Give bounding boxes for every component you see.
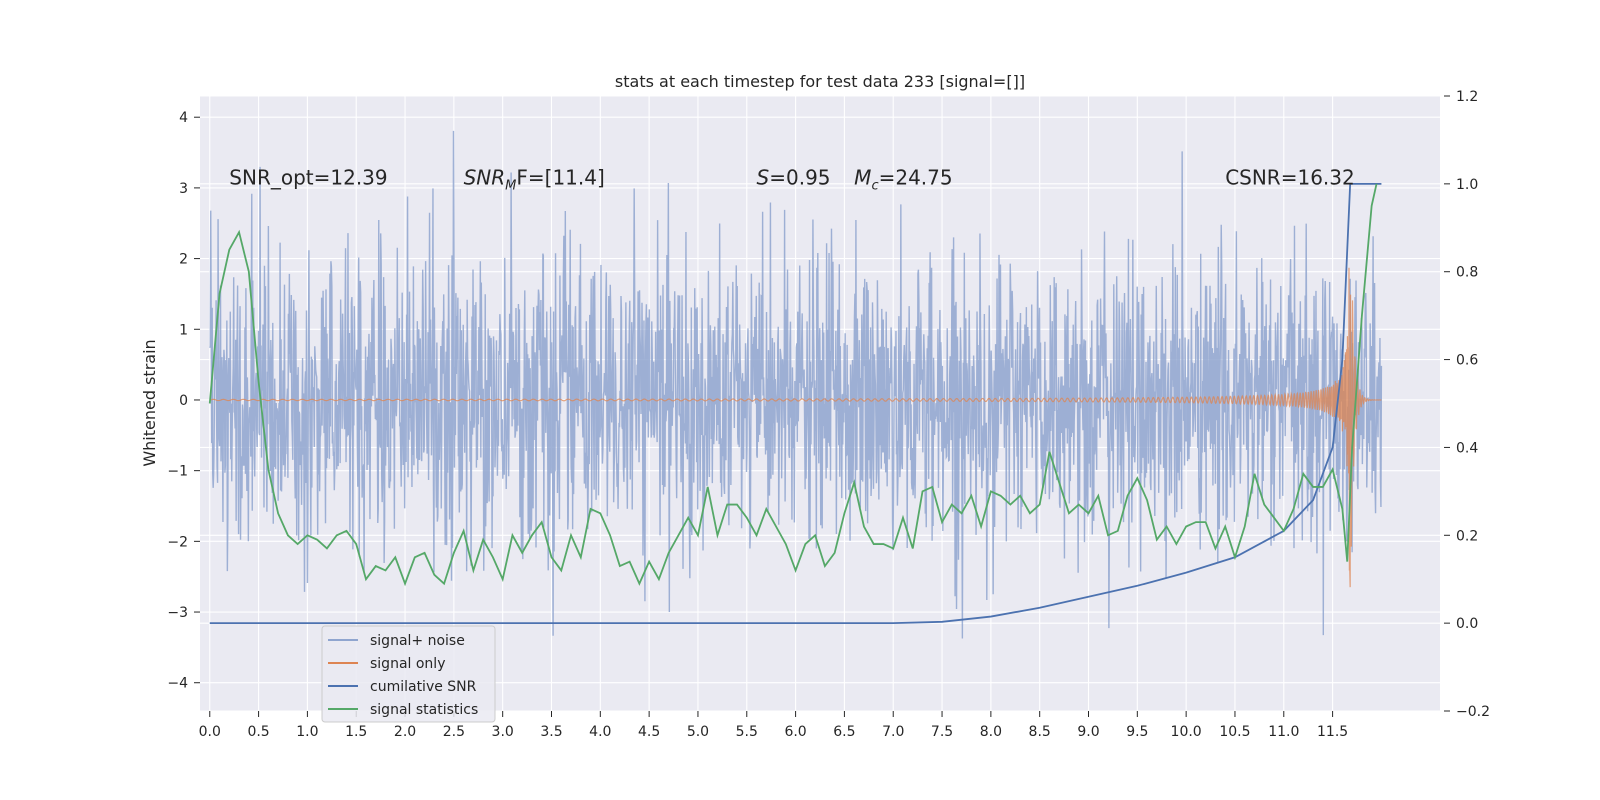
y2-tick-label: 0.8 [1456, 265, 1478, 281]
x-tick-label: 2.5 [443, 724, 465, 740]
series-signal-only [209, 267, 1382, 588]
legend-label: signal only [370, 656, 445, 672]
x-tick-label: 4.5 [638, 724, 660, 740]
y-tick-label: −2 [167, 534, 188, 550]
y-axis-label: Whitened strain [140, 339, 159, 466]
y-tick-label: 0 [179, 393, 188, 409]
legend: signal+ noise signal only cumilative SNR si… [321, 625, 496, 723]
chart-title: stats at each timestep for test data 233… [615, 72, 1025, 91]
annotation-s-val: S=0.95 [757, 165, 831, 189]
annotation-snr-opt: SNR_opt=12.39 [229, 165, 387, 189]
legend-label: signal+ noise [370, 633, 465, 649]
series-layer [208, 130, 1383, 639]
x-tick-label: 8.0 [980, 724, 1002, 740]
x-tick-label: 2.0 [394, 724, 416, 740]
y-tick-label: 2 [179, 252, 188, 268]
y-axis-right: −0.2 0.0 0.2 0.4 0.6 0.8 1.0 1.2 [1444, 89, 1490, 720]
legend-box [321, 625, 496, 723]
annotation-mc-val: Mc=24.75 [854, 165, 952, 193]
x-tick-label: 6.5 [833, 724, 855, 740]
x-tick-label: 7.5 [931, 724, 953, 740]
y2-tick-label: 0.6 [1456, 353, 1478, 369]
y2-tick-label: 0.2 [1456, 528, 1478, 544]
x-tick-label: 6.0 [784, 724, 806, 740]
x-tick-label: 7.0 [882, 724, 904, 740]
x-tick-label: 4.0 [589, 724, 611, 740]
x-tick-label: 0.0 [199, 724, 221, 740]
annotation-csnr: CSNR=16.32 [1225, 165, 1355, 189]
x-tick-label: 10.5 [1219, 724, 1250, 740]
x-tick-label: 5.0 [687, 724, 709, 740]
y-tick-label: −4 [167, 676, 188, 692]
y-tick-label: 4 [179, 110, 188, 126]
y-tick-label: 3 [179, 181, 188, 197]
y-tick-label: 1 [179, 322, 188, 338]
x-tick-label: 3.0 [492, 724, 514, 740]
y-tick-label: −3 [167, 605, 188, 621]
y2-tick-label: 0.4 [1456, 440, 1478, 456]
x-tick-label: 11.5 [1317, 724, 1348, 740]
y2-tick-label: 1.2 [1456, 89, 1478, 105]
x-axis: 0.0 0.5 1.0 1.5 2.0 2.5 3.0 3.5 4.0 4.5 5.0 5.5 6.0 6… [199, 711, 1348, 740]
x-tick-label: 1.0 [296, 724, 318, 740]
x-tick-label: 5.5 [736, 724, 758, 740]
annotation-snr-mf: SNRMF=[11.4] [464, 165, 605, 193]
x-tick-label: 10.0 [1171, 724, 1202, 740]
x-tick-label: 0.5 [247, 724, 269, 740]
legend-label: cumilative SNR [370, 679, 477, 695]
series-cumulative-snr [209, 182, 1382, 625]
y-axis-left: −4 −3 −2 −1 0 1 2 3 4 [167, 110, 200, 692]
x-tick-label: 9.5 [1126, 724, 1148, 740]
y2-tick-label: 0.0 [1456, 616, 1478, 632]
y2-tick-label: −0.2 [1456, 704, 1490, 720]
y2-tick-label: 1.0 [1456, 177, 1478, 193]
x-tick-label: 8.5 [1029, 724, 1051, 740]
x-tick-label: 3.5 [540, 724, 562, 740]
series-signal-statistics [208, 183, 1378, 587]
legend-label: signal statistics [370, 702, 478, 718]
annotations: SNR_opt=12.39 SNRMF=[11.4] S=0.95 Mc=24.75 C… [229, 165, 1354, 193]
x-tick-label: 9.0 [1077, 724, 1099, 740]
y-tick-label: −1 [167, 464, 188, 480]
x-tick-label: 11.0 [1268, 724, 1299, 740]
series-signal-noise [209, 130, 1383, 639]
x-tick-label: 1.5 [345, 724, 367, 740]
